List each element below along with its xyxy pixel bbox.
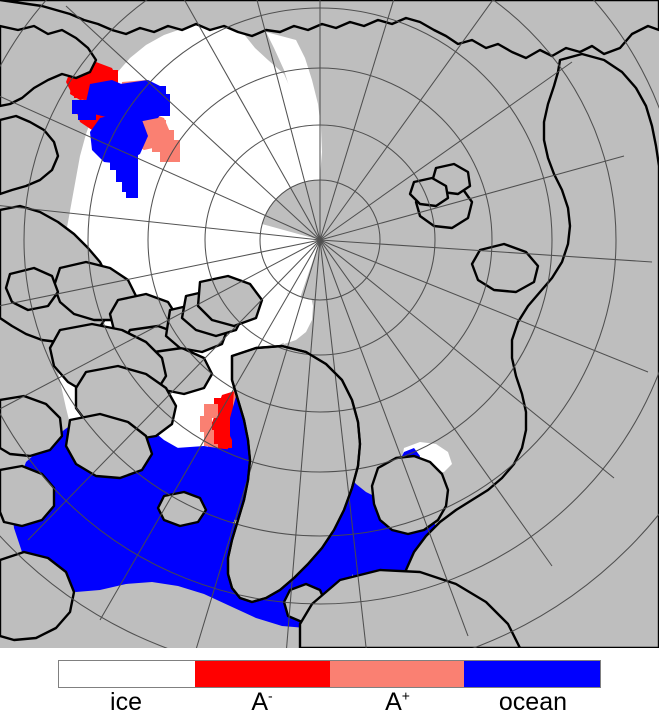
legend-label-row: ice A- A+ ocean bbox=[58, 689, 601, 716]
land-severnaya-zemlya bbox=[470, 242, 540, 294]
meridian-255 bbox=[0, 205, 321, 241]
meridian-210 bbox=[27, 239, 321, 541]
land-eurasia bbox=[400, 52, 659, 648]
meridian-120 bbox=[319, 239, 553, 567]
ocean-baltic-2 bbox=[208, 536, 218, 560]
legend-panel: ice A- A+ ocean bbox=[0, 648, 659, 716]
legend-label-a-plus-text: A bbox=[385, 688, 402, 716]
meridian-315 bbox=[256, 0, 321, 241]
meridian-135 bbox=[319, 239, 469, 637]
meridian-225 bbox=[0, 239, 321, 410]
a-plus-baffin-2 bbox=[200, 416, 212, 432]
parallel-60n bbox=[23, 0, 617, 537]
land-north-america-south bbox=[0, 550, 76, 642]
legend-label-a-minus-sup: - bbox=[268, 687, 273, 704]
ocean-chukchi-13 bbox=[78, 110, 96, 120]
meridian-150 bbox=[319, 239, 367, 648]
land-island-w1 bbox=[4, 266, 60, 312]
parallel-80n bbox=[259, 179, 381, 301]
legend-swatch-ocean[interactable] bbox=[464, 661, 600, 687]
meridian-75 bbox=[319, 239, 653, 263]
ocean-chukchi-5 bbox=[140, 94, 170, 116]
land-chukotka bbox=[0, 24, 98, 108]
parallel-75n bbox=[204, 124, 436, 356]
land-scandinavia bbox=[370, 454, 450, 536]
meridian-105 bbox=[319, 239, 615, 479]
legend-swatch-a-plus[interactable] bbox=[330, 661, 465, 687]
meridian-300 bbox=[183, 0, 321, 241]
legend-label-ice-text: ice bbox=[110, 688, 142, 716]
coastline-overlay bbox=[226, 344, 362, 604]
land-iceland bbox=[156, 490, 208, 528]
land-franz-josef bbox=[408, 176, 450, 208]
legend-colorbar bbox=[58, 660, 601, 688]
land-ellesmere-north bbox=[196, 274, 264, 328]
land-labrador bbox=[64, 412, 154, 480]
a-plus-chukchi-9 bbox=[160, 140, 180, 162]
meridian-30 bbox=[319, 0, 494, 241]
coast-greenland bbox=[226, 344, 362, 604]
land-quebec bbox=[0, 464, 56, 528]
a-plus-baffin-3 bbox=[204, 430, 214, 446]
legend-label-ice: ice bbox=[58, 689, 194, 716]
a-plus-baffin-1 bbox=[204, 404, 218, 418]
parallel-70n bbox=[147, 67, 493, 413]
legend-swatch-a-minus[interactable] bbox=[194, 661, 331, 687]
ocean-chukchi-2 bbox=[92, 86, 122, 108]
legend-label-ocean: ocean bbox=[465, 689, 601, 716]
meridian-240 bbox=[0, 239, 321, 307]
legend-label-a-minus-text: A bbox=[251, 688, 269, 716]
meridian-165 bbox=[286, 239, 321, 648]
arctic-map-panel bbox=[0, 0, 659, 648]
meridian-285 bbox=[65, 5, 321, 241]
meridian-60 bbox=[319, 155, 625, 241]
meridian-15 bbox=[319, 0, 395, 241]
legend-label-a-minus: A- bbox=[194, 689, 330, 716]
meridian-195 bbox=[99, 239, 321, 621]
pole-hole-white-wedge bbox=[258, 224, 320, 298]
parallel-55n bbox=[0, 0, 659, 605]
legend-label-ocean-text: ocean bbox=[498, 688, 568, 716]
legend-swatch-ice[interactable] bbox=[59, 661, 195, 687]
ocean-baltic-5 bbox=[168, 560, 174, 574]
ocean-baltic-3 bbox=[210, 550, 218, 566]
ocean-chukchi-11 bbox=[126, 186, 138, 198]
land-masses bbox=[0, 0, 659, 648]
meridian-180 bbox=[195, 239, 321, 648]
land-siberia-north bbox=[0, 0, 659, 60]
parallel-65n bbox=[87, 7, 553, 473]
meridian-90 bbox=[319, 239, 649, 373]
graticule bbox=[0, 0, 659, 648]
land-hudson-west bbox=[0, 394, 64, 458]
arctic-map-canvas bbox=[0, 0, 659, 648]
legend-label-a-plus: A+ bbox=[330, 689, 465, 716]
legend-label-a-plus-sup: + bbox=[401, 687, 410, 704]
meridian-45 bbox=[319, 61, 573, 241]
